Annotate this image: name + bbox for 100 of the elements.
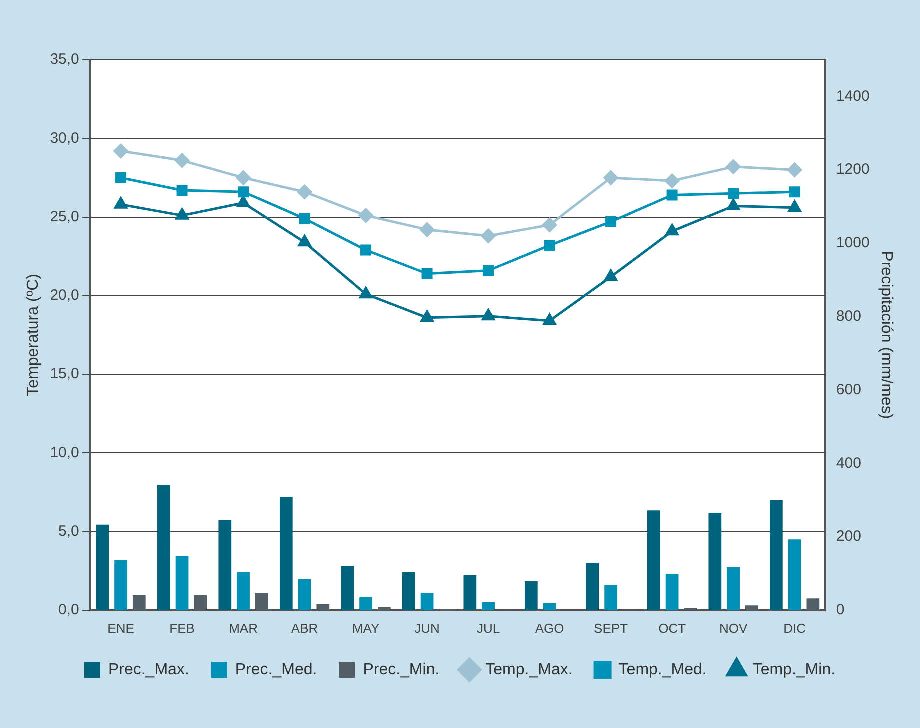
bar	[464, 576, 477, 610]
bar	[482, 602, 495, 610]
point	[788, 200, 802, 212]
point	[420, 310, 434, 322]
y-axis-title: Temperatura (ºC)	[25, 274, 42, 396]
point	[299, 213, 310, 224]
point	[236, 170, 251, 186]
point	[298, 235, 312, 247]
legend-label: Temp._Med.	[618, 661, 707, 678]
legend-label: Prec._Max.	[108, 661, 190, 678]
y-tick-label: 10,0	[50, 444, 80, 462]
bar	[194, 595, 208, 610]
y2-tick-label: 1200	[836, 161, 870, 178]
bar	[666, 574, 679, 610]
bar	[543, 603, 556, 610]
point	[175, 153, 190, 168]
legend-label: Prec._Med.	[235, 661, 318, 678]
bar	[708, 513, 722, 610]
y2-tick-label: 600	[836, 381, 862, 398]
y-tick-label: 25,0	[50, 208, 80, 226]
point	[542, 218, 558, 232]
bar	[341, 566, 354, 610]
y2-tick-label: 200	[836, 528, 862, 546]
x-tick-label: OCT	[658, 620, 686, 636]
y2-tick-label: 400	[836, 454, 862, 472]
bar	[727, 567, 740, 610]
y2-tick-label: 1000	[836, 234, 870, 252]
x-tick-label: ENE	[108, 620, 135, 636]
point	[176, 208, 189, 220]
point	[481, 228, 496, 244]
legend-label: Temp._Max.	[486, 661, 573, 678]
point	[788, 162, 802, 178]
point	[238, 186, 250, 198]
x-tick-label: ABR	[291, 620, 318, 636]
y-tick-label: 30,0	[50, 130, 80, 147]
point	[483, 265, 494, 276]
y2-tick-label: 1400	[836, 88, 870, 105]
legend-label: Prec._Min.	[363, 661, 440, 678]
x-tick-label: JUN	[414, 620, 440, 636]
x-tick-label: SEPT	[594, 620, 628, 636]
bar	[806, 598, 820, 610]
point	[604, 170, 618, 186]
point	[727, 199, 740, 210]
bar	[604, 585, 618, 610]
bar	[132, 595, 146, 610]
x-tick-label: FEB	[170, 620, 195, 636]
legend-label: Temp._Min.	[752, 661, 836, 678]
bar	[255, 593, 268, 610]
bar	[218, 520, 232, 610]
x-tick-label: AGO	[535, 620, 564, 636]
point	[358, 208, 374, 223]
y-tick-label: 20,0	[50, 287, 80, 304]
point	[604, 270, 618, 282]
bar	[360, 598, 372, 610]
point	[360, 244, 372, 256]
point	[726, 160, 741, 174]
x-tick-label: NOV	[719, 620, 748, 636]
point	[728, 188, 740, 200]
bar	[745, 606, 758, 610]
point	[298, 184, 312, 200]
x-tick-label: MAR	[229, 620, 258, 636]
point	[544, 240, 556, 252]
point	[543, 314, 556, 326]
bar	[586, 563, 600, 610]
bar	[647, 510, 660, 610]
point	[422, 268, 433, 280]
point	[666, 224, 679, 236]
point	[176, 185, 188, 196]
y2-tick-label: 0	[836, 602, 845, 619]
bar	[378, 607, 391, 610]
point	[360, 287, 372, 299]
bar	[316, 604, 330, 610]
point	[116, 172, 127, 184]
point	[420, 222, 435, 238]
bar	[402, 572, 416, 610]
x-tick-label: DIC	[784, 620, 806, 636]
point	[114, 197, 128, 209]
bar	[237, 572, 250, 610]
bar	[770, 500, 783, 610]
y2-axis-title: Precipitación (mm/mes)	[878, 251, 895, 420]
bar	[96, 524, 110, 610]
bar	[420, 593, 434, 610]
bar	[157, 485, 170, 610]
y2-tick-label: 800	[836, 308, 862, 325]
x-tick-label: JUL	[476, 620, 500, 636]
bar	[176, 556, 189, 610]
point	[666, 190, 678, 201]
bar	[524, 581, 538, 610]
point	[665, 174, 680, 188]
y-tick-label: 0,0	[58, 602, 80, 619]
bar	[788, 540, 802, 610]
point	[482, 309, 495, 321]
bar	[280, 497, 293, 610]
y-tick-label: 5,0	[58, 522, 80, 540]
point	[606, 216, 617, 228]
y-tick-label: 35,0	[50, 51, 80, 68]
point	[114, 144, 128, 158]
point	[789, 186, 800, 198]
y-tick-label: 15,0	[50, 366, 80, 383]
bar	[298, 579, 312, 610]
